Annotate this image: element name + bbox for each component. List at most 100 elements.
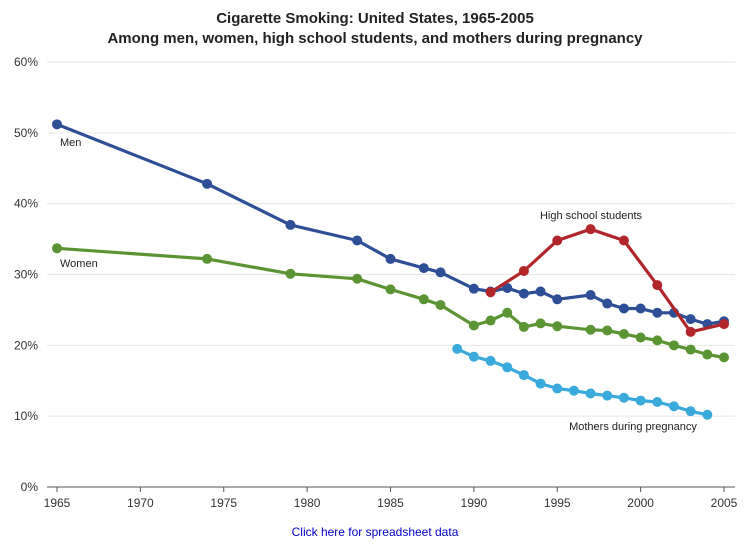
x-tick-label: 1970 (127, 496, 154, 510)
series-men (52, 119, 729, 330)
y-tick-label: 10% (14, 409, 38, 423)
data-point (652, 335, 663, 346)
data-point (635, 332, 646, 343)
y-tick-label: 0% (21, 480, 39, 494)
data-point (468, 283, 479, 294)
data-point (518, 370, 529, 381)
spreadsheet-data-link[interactable]: Click here for spreadsheet data (291, 525, 459, 539)
data-point (452, 343, 463, 354)
x-axis: 1965 1970 1975 1980 1985 1990 1995 2000 2005 (44, 486, 738, 510)
data-point (618, 303, 629, 314)
data-point (719, 319, 729, 330)
data-point (668, 401, 679, 412)
gridlines (47, 61, 735, 417)
series-layer (52, 119, 729, 420)
data-point (535, 318, 546, 329)
data-point (618, 392, 629, 403)
series-labels: Men Women High school students Mothers duri… (60, 137, 697, 433)
data-point (518, 321, 529, 332)
x-tick-label: 1980 (294, 496, 321, 510)
data-point (585, 290, 596, 301)
data-point (502, 307, 513, 318)
data-point (418, 263, 429, 274)
data-point (702, 409, 713, 420)
data-point (485, 355, 496, 366)
y-tick-label: 50% (14, 126, 38, 140)
y-tick-label: 20% (14, 338, 38, 352)
data-point (568, 385, 579, 396)
data-point (719, 352, 729, 363)
data-point (552, 383, 563, 394)
data-point (635, 395, 646, 406)
data-point (385, 253, 396, 264)
data-point (602, 325, 613, 336)
data-point (652, 307, 663, 318)
data-point (352, 235, 363, 246)
data-point (652, 280, 663, 291)
data-point (202, 178, 213, 189)
y-tick-label: 30% (14, 268, 38, 282)
series-line (489, 227, 725, 334)
data-point (618, 235, 629, 246)
data-point (435, 299, 446, 310)
series-label-men: Men (60, 137, 81, 149)
data-point (502, 362, 513, 373)
data-point (52, 243, 62, 254)
data-point (518, 288, 529, 299)
x-tick-label: 1990 (461, 496, 488, 510)
data-point (485, 315, 496, 326)
data-point (285, 219, 296, 230)
data-point (418, 294, 429, 305)
data-point (685, 406, 696, 417)
series-label-high-school-students: High school students (540, 210, 643, 222)
series-high-school-students (485, 224, 729, 337)
series-line (456, 347, 708, 417)
series-mothers-during-pregnancy (452, 343, 713, 420)
data-point (52, 119, 62, 130)
y-tick-label: 40% (14, 197, 38, 211)
series-line (56, 122, 725, 326)
data-point (585, 388, 596, 399)
data-point (385, 284, 396, 295)
data-point (635, 303, 646, 314)
data-point (585, 224, 596, 235)
data-point (552, 235, 563, 246)
chart-title: Cigarette Smoking: United States, 1965-2… (216, 10, 534, 27)
x-tick-label: 2000 (627, 496, 654, 510)
x-tick-label: 1975 (210, 496, 237, 510)
data-point (668, 340, 679, 351)
data-point (535, 286, 546, 297)
data-point (202, 253, 213, 264)
x-tick-label: 2005 (711, 496, 738, 510)
y-tick-label: 60% (14, 55, 38, 69)
data-point (685, 344, 696, 355)
data-point (435, 267, 446, 278)
data-point (535, 378, 546, 389)
series-label-mothers-during-pregnancy: Mothers during pregnancy (569, 421, 697, 433)
data-point (485, 287, 496, 298)
data-point (502, 282, 513, 293)
data-point (468, 351, 479, 362)
data-point (602, 298, 613, 309)
data-point (585, 324, 596, 335)
x-tick-label: 1965 (44, 496, 71, 510)
data-point (652, 397, 663, 407)
series-line (56, 246, 725, 359)
data-point (685, 326, 696, 337)
data-point (702, 349, 713, 360)
data-point (285, 268, 296, 279)
x-tick-label: 1995 (544, 496, 571, 510)
chart-subtitle: Among men, women, high school students, … (107, 30, 643, 47)
data-point (352, 273, 363, 284)
data-point (552, 321, 563, 332)
series-label-women: Women (60, 258, 98, 270)
series-women (52, 243, 729, 363)
data-point (618, 329, 629, 339)
data-point (518, 265, 529, 276)
data-point (468, 320, 479, 331)
data-point (552, 294, 563, 305)
data-point (602, 390, 613, 401)
x-tick-label: 1985 (377, 496, 404, 510)
data-point (685, 314, 696, 325)
